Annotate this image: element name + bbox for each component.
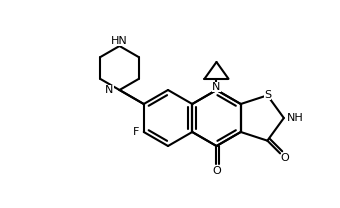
- Text: HN: HN: [111, 36, 128, 46]
- Text: S: S: [264, 90, 271, 100]
- Text: N: N: [212, 82, 221, 92]
- Text: F: F: [133, 127, 139, 137]
- Text: NH: NH: [287, 113, 304, 123]
- Text: O: O: [281, 153, 289, 163]
- Text: N: N: [105, 85, 114, 95]
- Text: O: O: [212, 166, 221, 176]
